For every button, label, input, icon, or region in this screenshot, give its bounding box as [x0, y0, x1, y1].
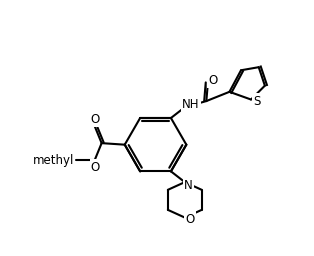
Text: N: N: [184, 179, 193, 192]
Text: S: S: [253, 94, 261, 108]
Text: O: O: [91, 161, 100, 174]
Text: O: O: [208, 74, 217, 87]
Text: O: O: [186, 212, 195, 226]
Text: NH: NH: [182, 98, 200, 111]
Text: O: O: [90, 113, 99, 126]
Text: methyl: methyl: [33, 154, 74, 167]
